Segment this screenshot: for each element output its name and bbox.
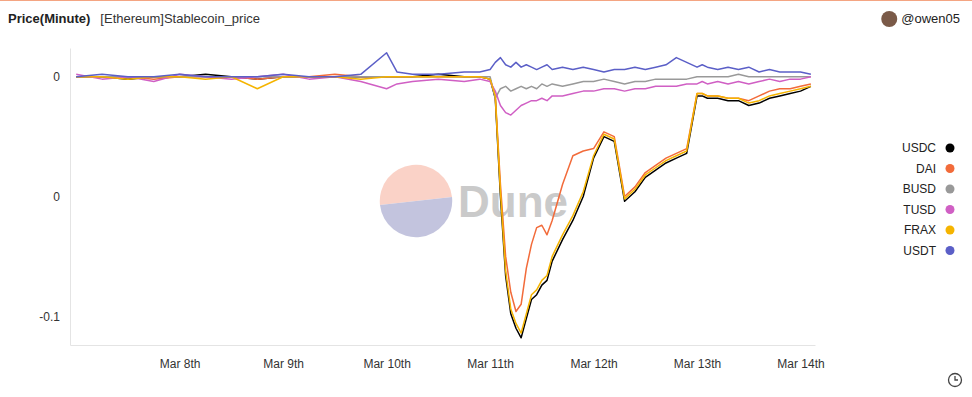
x-tick-label: Mar 8th	[160, 357, 201, 371]
x-tick: Mar 13th	[674, 345, 721, 371]
x-axis: Mar 8th Mar 9th Mar 10th Mar 11th Mar 12th Ma…	[71, 345, 825, 371]
legend-swatch	[946, 226, 955, 235]
x-tick-label: Mar 10th	[363, 357, 410, 371]
plot-area	[76, 53, 811, 338]
legend: USDC DAI BUSD TUSD FRAX USDT	[902, 141, 955, 258]
legend-label: USDC	[902, 141, 936, 155]
series-line	[76, 77, 811, 333]
legend-swatch	[946, 205, 955, 214]
watermark-logo-bottom	[380, 197, 452, 237]
x-tick-label: Mar 11th	[467, 357, 513, 371]
clock-hands	[955, 376, 958, 380]
avatar	[881, 11, 897, 27]
title-text: Price(Minute)	[8, 11, 90, 26]
x-tick: Mar 12th	[570, 345, 617, 371]
legend-label: USDT	[903, 244, 936, 258]
series-line	[76, 74, 811, 311]
x-tick-label: Mar 12th	[570, 357, 617, 371]
x-tick: Mar 9th	[263, 345, 304, 371]
x-tick-label: Mar 13th	[674, 357, 721, 371]
y-axis-line	[70, 49, 71, 346]
series-line	[76, 74, 811, 115]
legend-label: DAI	[916, 162, 936, 176]
x-tick: Mar 11th	[467, 345, 513, 371]
x-tick: Mar 14th	[777, 345, 824, 371]
subtitle-text: [Ethereum]Stablecoin_price	[100, 11, 260, 26]
author: @owen05	[901, 11, 960, 26]
y-tick: -0.1	[39, 310, 70, 324]
series-line	[76, 74, 811, 337]
chart: Price(Minute) [Ethereum]Stablecoin_price @…	[0, 0, 972, 397]
top-border	[0, 0, 972, 1]
clock-face	[949, 374, 962, 387]
x-tick-label: Mar 14th	[777, 357, 824, 371]
watermark-text: Dune	[458, 177, 568, 226]
x-axis-line	[71, 345, 816, 346]
legend-label: TUSD	[903, 203, 936, 217]
x-tick: Mar 10th	[363, 345, 410, 371]
legend-swatch	[946, 246, 955, 255]
legend-label: BUSD	[903, 182, 937, 196]
x-tick-label: Mar 9th	[263, 357, 304, 371]
legend-swatch	[946, 144, 955, 153]
series-line	[76, 53, 811, 77]
y-tick: 0	[53, 70, 70, 84]
legend-swatch	[946, 185, 955, 194]
clock-icon	[949, 374, 962, 387]
y-tick: 0	[53, 190, 70, 204]
y-tick-label: 0	[53, 70, 60, 84]
y-tick-label: -0.1	[39, 310, 60, 324]
y-tick-label: 0	[53, 190, 60, 204]
title: Price(Minute) [Ethereum]Stablecoin_price	[8, 11, 260, 26]
x-tick: Mar 8th	[160, 345, 201, 371]
legend-label: FRAX	[904, 223, 936, 237]
y-axis: 0 0 -0.1	[39, 49, 70, 346]
legend-swatch	[946, 164, 955, 173]
